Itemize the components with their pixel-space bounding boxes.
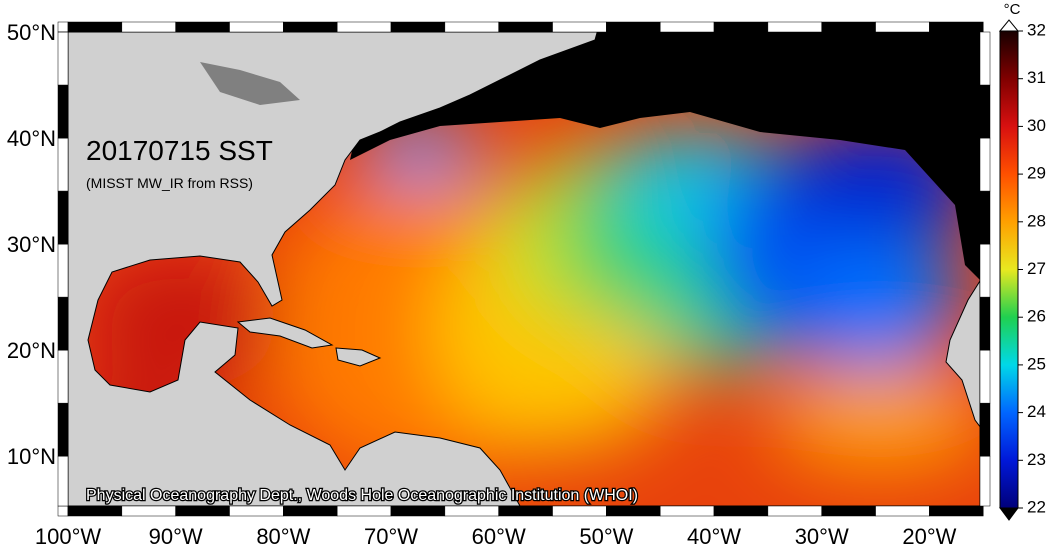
border-stripe xyxy=(57,21,69,33)
border-stripe xyxy=(67,21,123,33)
x-tick-label: 100°W xyxy=(35,524,102,546)
border-stripe xyxy=(57,402,69,457)
map-subtitle: (MISST MW_IR from RSS) xyxy=(86,175,253,191)
border-stripe xyxy=(57,190,69,245)
no-data xyxy=(350,32,980,280)
colorbar-tick-label: 23 xyxy=(1027,450,1046,469)
border-stripe xyxy=(67,505,123,517)
map-title: 20170715 SST xyxy=(86,135,273,166)
land-hispaniola xyxy=(335,347,382,367)
border-stripe xyxy=(336,21,392,33)
land-americas xyxy=(68,32,598,506)
border-stripe xyxy=(336,505,392,517)
colorbar-tick-label: 28 xyxy=(1027,211,1046,230)
colorbar-tick-label: 31 xyxy=(1027,68,1046,87)
border-stripe xyxy=(767,21,822,33)
border-stripe xyxy=(498,21,553,33)
border-stripe xyxy=(57,296,69,351)
border-stripe xyxy=(606,505,661,517)
border-stripe xyxy=(979,455,991,507)
x-tick-label: 40°W xyxy=(687,524,741,546)
border-stripe xyxy=(929,505,984,517)
border-stripe xyxy=(821,21,876,33)
border-stripe xyxy=(875,505,930,517)
border-stripe xyxy=(552,21,607,33)
border-stripe xyxy=(229,505,284,517)
colorbar-bottom-arrow xyxy=(999,507,1019,521)
border-stripe xyxy=(659,21,715,33)
colorbar-tick-label: 27 xyxy=(1027,259,1046,278)
x-tick-label: 30°W xyxy=(795,524,849,546)
border-stripe xyxy=(390,505,446,517)
border-stripe xyxy=(552,505,607,517)
border-stripe xyxy=(121,21,176,33)
border-stripe xyxy=(979,137,991,192)
colorbar-tick-label: 32 xyxy=(1027,20,1046,39)
border-stripe xyxy=(498,505,553,517)
border-stripe xyxy=(979,84,991,139)
border-stripe xyxy=(57,455,69,507)
border-stripe xyxy=(713,505,769,517)
land-cuba xyxy=(236,317,334,349)
border-stripe xyxy=(57,137,69,192)
border-stripe xyxy=(444,21,499,33)
border-stripe xyxy=(390,21,446,33)
border-stripe xyxy=(229,21,284,33)
border-stripe xyxy=(979,31,991,86)
x-tick-label: 50°W xyxy=(579,524,633,546)
border-stripe xyxy=(57,84,69,139)
land-mexico xyxy=(68,388,160,405)
border-stripe xyxy=(929,21,984,33)
x-tick-label: 80°W xyxy=(256,524,310,546)
map-area xyxy=(68,32,980,506)
credit: Physical Oceanography Dept., Woods Hole … xyxy=(86,487,638,504)
colorbar-unit: °C xyxy=(1004,1,1021,18)
border-stripe xyxy=(175,21,230,33)
colorbar-tick-label: 30 xyxy=(1027,116,1046,135)
border-stripe xyxy=(57,243,69,298)
border-stripe xyxy=(821,505,876,517)
border-stripe xyxy=(713,21,769,33)
x-tick-label: 20°W xyxy=(902,524,956,546)
colorbar-tick-label: 22 xyxy=(1027,497,1046,516)
border-stripe xyxy=(979,243,991,298)
border-stripe xyxy=(444,505,499,517)
border-stripe xyxy=(283,505,338,517)
colorbar-tick-label: 25 xyxy=(1027,354,1046,373)
y-tick-label: 10°N xyxy=(7,444,56,469)
x-tick-label: 60°W xyxy=(472,524,526,546)
border-stripe xyxy=(283,21,338,33)
border-stripe xyxy=(979,349,991,404)
lakes xyxy=(200,62,300,105)
x-tick-label: 70°W xyxy=(364,524,418,546)
colorbar-tick-label: 26 xyxy=(1027,307,1046,326)
y-tick-label: 20°N xyxy=(7,338,56,363)
border-stripe xyxy=(57,31,69,86)
y-tick-label: 50°N xyxy=(7,20,56,45)
border-stripe xyxy=(606,21,661,33)
y-tick-label: 30°N xyxy=(7,232,56,257)
colorbar xyxy=(999,30,1019,509)
border-stripe xyxy=(57,349,69,404)
border-stripe xyxy=(979,402,991,457)
border-stripe xyxy=(57,505,69,517)
land-africa xyxy=(945,279,980,428)
border-stripe xyxy=(121,505,176,517)
y-tick-label: 40°N xyxy=(7,126,56,151)
border-stripe xyxy=(659,505,715,517)
border-stripe xyxy=(767,505,822,517)
colorbar-top-arrow xyxy=(998,19,1020,32)
colorbar-tick-label: 29 xyxy=(1027,164,1046,183)
colorbar-tick-label: 24 xyxy=(1027,402,1046,421)
x-tick-label: 90°W xyxy=(149,524,203,546)
border-stripe xyxy=(979,190,991,245)
border-stripe xyxy=(875,21,930,33)
border-stripe xyxy=(175,505,230,517)
border-stripe xyxy=(979,296,991,351)
